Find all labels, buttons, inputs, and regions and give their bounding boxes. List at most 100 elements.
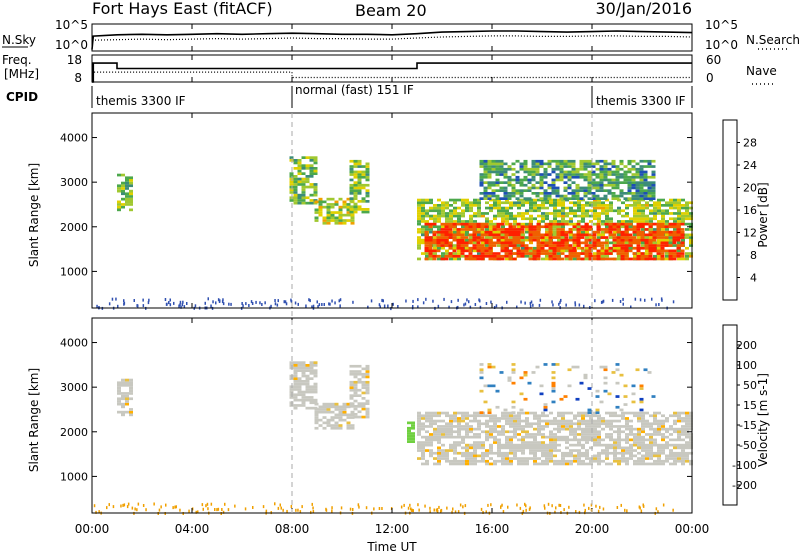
- scatter-cell: [505, 459, 509, 463]
- scatter-cell: [636, 249, 641, 253]
- scatter-cell: [587, 170, 592, 174]
- scatter-cell: [617, 462, 621, 466]
- scatter-cell: [585, 214, 589, 218]
- scatter-cell: [677, 414, 681, 418]
- scatter-cell: [309, 193, 314, 197]
- scatter-cell: [504, 238, 509, 242]
- scatter-cell: [521, 430, 525, 434]
- scatter-cell: [495, 189, 500, 192]
- scatter-cell: [523, 183, 528, 187]
- scatter-cell: [537, 425, 541, 428]
- scatter-cell: [627, 167, 632, 171]
- scatter-cell: [473, 212, 477, 215]
- scatter-cell: [495, 183, 500, 187]
- scatter-cell: [433, 435, 437, 439]
- scatter-cell: [681, 427, 685, 431]
- near-range-echo: [323, 303, 325, 306]
- scatter-cell: [469, 457, 473, 460]
- scatter-cell: [488, 249, 493, 253]
- scatter-cell: [476, 230, 481, 234]
- scatter-cell: [623, 395, 628, 398]
- scatter-cell: [604, 252, 609, 255]
- scatter-cell: [608, 225, 613, 229]
- scatter-cell: [465, 414, 469, 418]
- scatter-cell: [309, 377, 314, 380]
- scatter-cell: [365, 173, 370, 176]
- near-range-echo: [188, 509, 190, 513]
- scatter-cell: [669, 454, 673, 458]
- scatter-cell: [492, 254, 497, 258]
- scatter-cell: [689, 435, 693, 439]
- scatter-cell: [613, 451, 617, 455]
- scatter-cell: [301, 201, 306, 205]
- near-range-echo: [204, 301, 206, 305]
- scatter-cell: [647, 165, 652, 168]
- scatter-cell: [668, 222, 673, 226]
- scatter-cell: [353, 375, 358, 379]
- scatter-cell: [615, 395, 620, 398]
- scatter-cell: [457, 411, 461, 415]
- scatter-cell: [657, 241, 661, 245]
- scatter-cell: [338, 213, 343, 217]
- scatter-cell: [461, 462, 465, 466]
- scatter-cell: [489, 236, 493, 239]
- scatter-cell: [525, 459, 529, 463]
- scatter-cell: [653, 443, 657, 447]
- scatter-cell: [605, 238, 609, 242]
- scatter-cell: [472, 257, 477, 261]
- scatter-cell: [525, 417, 529, 420]
- scatter-cell: [612, 244, 617, 247]
- scatter-cell: [575, 170, 580, 174]
- scatter-cell: [639, 165, 644, 168]
- scatter-cell: [125, 410, 129, 414]
- near-range-echo: [658, 303, 660, 306]
- scatter-cell: [553, 201, 557, 205]
- scatter-cell: [575, 397, 580, 401]
- scatter-cell: [493, 198, 497, 202]
- scatter-cell: [619, 167, 624, 171]
- scatter-cell: [527, 167, 532, 171]
- scatter-cell: [465, 422, 469, 426]
- scatter-cell: [567, 178, 572, 182]
- scatter-cell: [567, 186, 572, 190]
- scatter-cell: [500, 254, 505, 258]
- scatter-cell: [677, 411, 681, 415]
- scatter-cell: [551, 167, 556, 171]
- scatter-cell: [689, 433, 693, 436]
- near-range-echo: [417, 503, 419, 507]
- scatter-cell: [547, 192, 552, 195]
- scatter-cell: [357, 394, 362, 397]
- scatter-cell: [564, 246, 569, 250]
- scatter-cell: [301, 191, 306, 194]
- scatter-cell: [464, 222, 469, 226]
- scatter-cell: [425, 201, 429, 205]
- scatter-cell: [585, 451, 589, 455]
- scatter-cell: [448, 230, 453, 234]
- scatter-cell: [349, 383, 354, 387]
- scatter-cell: [365, 399, 370, 403]
- scatter-cell: [561, 427, 565, 431]
- scatter-cell: [505, 462, 509, 466]
- scatter-cell: [592, 257, 597, 261]
- scatter-cell: [620, 230, 625, 234]
- scatter-cell: [481, 454, 485, 458]
- scatter-cell: [441, 425, 445, 428]
- near-range-echo: [436, 509, 439, 513]
- scatter-cell: [599, 159, 604, 163]
- scatter-cell: [349, 370, 354, 373]
- scatter-cell: [301, 382, 306, 386]
- scatter-cell: [342, 402, 347, 406]
- scatter-cell: [657, 433, 661, 436]
- scatter-cell: [541, 201, 545, 205]
- scatter-cell: [561, 212, 565, 215]
- scatter-cell: [567, 175, 572, 179]
- scatter-cell: [487, 411, 492, 414]
- scatter-cell: [491, 192, 496, 195]
- scatter-cell: [657, 201, 661, 205]
- scatter-cell: [421, 212, 425, 215]
- near-range-echo: [547, 502, 550, 506]
- scatter-cell: [428, 244, 433, 247]
- scatter-cell: [342, 200, 347, 204]
- scatter-cell: [539, 384, 544, 388]
- near-range-echo: [583, 503, 585, 507]
